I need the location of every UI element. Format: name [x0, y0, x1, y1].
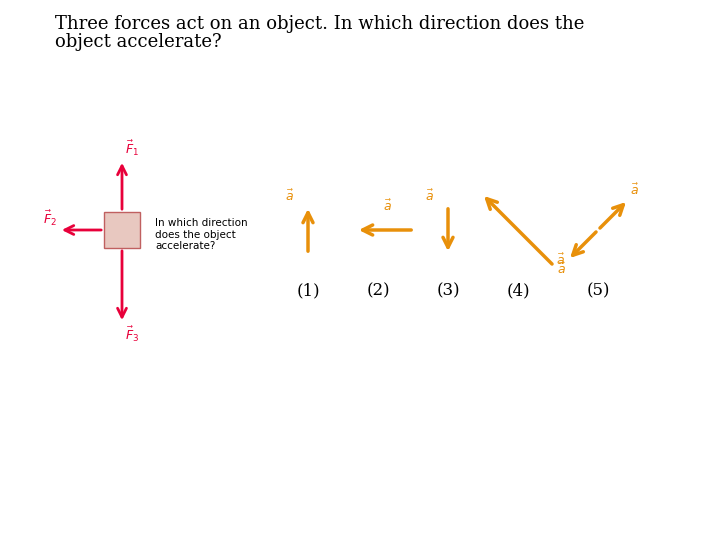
- Text: In which direction
does the object
accelerate?: In which direction does the object accel…: [155, 218, 248, 251]
- Text: $\vec{a}$: $\vec{a}$: [557, 262, 566, 277]
- Text: $\vec{a}$: $\vec{a}$: [556, 253, 565, 268]
- Text: $\vec{F}_2$: $\vec{F}_2$: [43, 208, 57, 228]
- Text: $\vec{a}$: $\vec{a}$: [284, 189, 294, 204]
- Text: Three forces act on an object. In which direction does the: Three forces act on an object. In which …: [55, 15, 585, 33]
- Text: $\vec{F}_3$: $\vec{F}_3$: [125, 325, 139, 345]
- FancyBboxPatch shape: [104, 212, 140, 248]
- Text: (2): (2): [366, 282, 390, 299]
- Text: (3): (3): [436, 282, 460, 299]
- Text: $\vec{F}_1$: $\vec{F}_1$: [125, 139, 139, 158]
- Text: $\vec{a}$: $\vec{a}$: [630, 183, 639, 198]
- Text: object accelerate?: object accelerate?: [55, 33, 222, 51]
- Text: $\vec{a}$: $\vec{a}$: [383, 199, 392, 214]
- Text: (5): (5): [586, 282, 610, 299]
- Text: (4): (4): [506, 282, 530, 299]
- Text: $\vec{a}$: $\vec{a}$: [425, 189, 434, 204]
- Text: (1): (1): [296, 282, 320, 299]
